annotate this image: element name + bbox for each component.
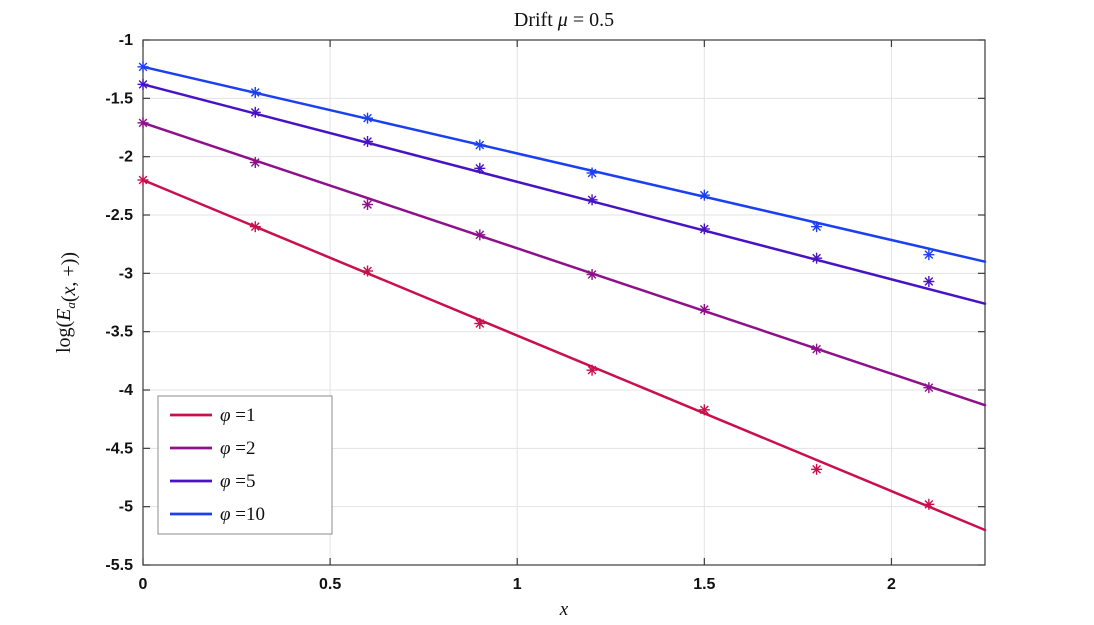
marker-asterisk [137, 117, 149, 129]
marker-asterisk [923, 276, 935, 287]
marker-asterisk [698, 189, 710, 201]
marker-asterisk [586, 364, 598, 376]
y-tick-label: -2 [119, 149, 133, 166]
marker-asterisk [249, 157, 261, 168]
y-tick-label: -1 [119, 32, 133, 49]
x-tick-label: 0 [139, 576, 148, 593]
marker-asterisk [249, 221, 261, 233]
fit-line-phi-5 [141, 83, 987, 305]
x-tick-labels: 0 0.5 1 1.5 2 [139, 576, 896, 593]
marker-asterisk [811, 463, 823, 475]
legend-label-phi-10: φ =10 [220, 504, 265, 525]
y-tick-label: -2.5 [105, 207, 133, 224]
markers-phi-10 [137, 61, 935, 261]
marker-asterisk [811, 343, 823, 355]
y-tick-labels: -1 -1.5 -2 -2.5 -3 -3.5 -4 -4.5 -5 -5.5 [105, 32, 133, 574]
tick-marks [142, 39, 985, 566]
y-tick-label: -4.5 [105, 440, 133, 457]
legend-box [157, 395, 333, 535]
marker-asterisk [923, 249, 935, 261]
marker-asterisk [586, 167, 598, 179]
markers-phi-1 [137, 174, 935, 510]
marker-asterisk [474, 162, 486, 174]
y-tick-label: -1.5 [105, 90, 133, 107]
fit-line-phi-1 [141, 178, 987, 532]
x-axis-label: x [559, 599, 569, 620]
series-phi-5 [137, 78, 987, 305]
marker-asterisk [474, 229, 486, 241]
marker-asterisk [923, 382, 935, 394]
markers-phi-5 [137, 78, 935, 287]
marker-asterisk [362, 112, 374, 124]
markers-phi-2 [137, 117, 935, 394]
marker-asterisk [137, 78, 149, 90]
marker-asterisk [811, 221, 823, 233]
fit-line-phi-2 [141, 121, 987, 407]
y-tick-label: -5.5 [105, 557, 133, 574]
marker-asterisk [362, 199, 374, 210]
marker-asterisk [698, 223, 710, 235]
marker-asterisk [362, 265, 374, 277]
fit-line-phi-10 [141, 65, 987, 263]
chart-title: Drift μ = 0.5 [514, 9, 614, 31]
y-tick-label: -5 [119, 499, 133, 516]
marker-asterisk [586, 269, 598, 280]
x-tick-label: 1 [513, 576, 522, 593]
legend: φ =1 φ =2 φ =5 φ =10 [157, 395, 333, 535]
marker-asterisk [249, 106, 261, 118]
marker-asterisk [362, 136, 374, 147]
marker-asterisk [249, 87, 261, 98]
x-tick-label: 0.5 [319, 576, 341, 593]
legend-label-phi-5: φ =5 [220, 471, 255, 492]
x-tick-label: 1.5 [693, 576, 715, 593]
series-phi-1 [137, 174, 987, 532]
marker-asterisk [474, 139, 486, 151]
x-tick-label: 2 [887, 576, 896, 593]
legend-label-phi-1: φ =1 [220, 405, 255, 426]
y-axis-label: log(Ea(x, +)) [53, 252, 80, 353]
marker-asterisk [137, 174, 149, 186]
marker-asterisk [586, 194, 598, 206]
series-phi-2 [137, 117, 987, 407]
marker-asterisk [698, 404, 710, 416]
y-tick-label: -3.5 [105, 324, 133, 341]
series-phi-10 [137, 61, 987, 263]
marker-asterisk [698, 304, 710, 315]
legend-label-phi-2: φ =2 [220, 438, 255, 459]
y-tick-label: -4 [119, 382, 133, 399]
marker-asterisk [923, 498, 935, 510]
y-tick-label: -3 [119, 265, 133, 282]
marker-asterisk [137, 61, 149, 73]
marker-asterisk [474, 318, 486, 329]
marker-asterisk [811, 252, 823, 264]
